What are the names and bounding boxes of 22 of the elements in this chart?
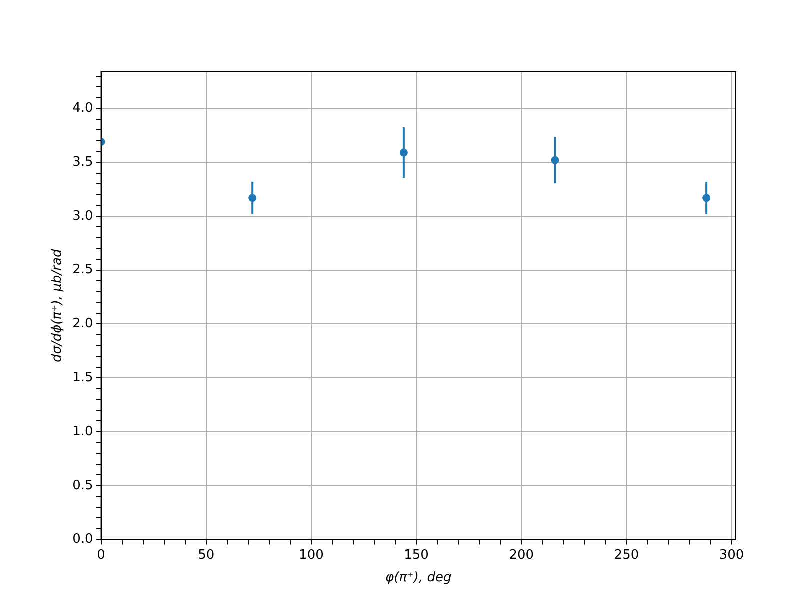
point — [400, 148, 408, 157]
x-tick-label: 0 — [97, 548, 106, 563]
x-tick-label: 250 — [614, 548, 640, 563]
y-tick-label: 4.0 — [72, 101, 94, 116]
x-tick-label: 50 — [198, 548, 215, 563]
y-tick-label: 1.5 — [72, 370, 94, 386]
y-tick-label: 2.0 — [72, 316, 94, 332]
x-tick-label: 100 — [299, 548, 324, 563]
y-tick-label: 2.5 — [72, 262, 94, 278]
x-tick-label: 150 — [404, 548, 429, 563]
x-axis-title: φ(π⁺), deg — [386, 570, 452, 586]
y-tick-label: 0.0 — [72, 532, 94, 548]
y-tick-label: 3.0 — [72, 208, 94, 224]
y-tick-label: 0.5 — [72, 478, 94, 494]
y-tick-label: 1.0 — [72, 424, 94, 440]
x-tick-label: 300 — [719, 548, 744, 563]
point — [702, 194, 711, 202]
x-tick-label: 200 — [509, 548, 534, 563]
point — [248, 194, 257, 202]
point — [551, 156, 560, 164]
y-axis-title: dσ/dϕ(π⁺), μb/rad — [50, 248, 66, 363]
y-tick-label: 3.5 — [72, 154, 94, 170]
